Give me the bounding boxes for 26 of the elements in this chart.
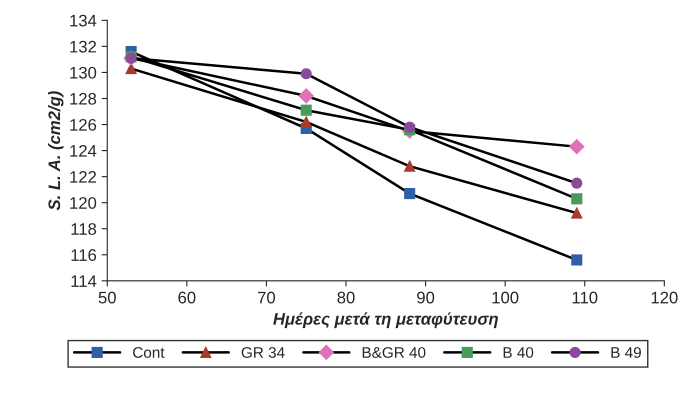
y-tick-label: 134 — [70, 14, 96, 27]
y-tick-label: 128 — [70, 92, 96, 105]
x-tick-label: 80 — [337, 292, 355, 304]
x-tick-label: 70 — [258, 292, 276, 304]
legend-label: Cont — [133, 347, 164, 358]
x-tick-label: 50 — [98, 292, 116, 304]
x-tick-label: 100 — [492, 292, 518, 304]
legend-label: GR 34 — [242, 347, 285, 358]
x-tick-label: 90 — [417, 292, 434, 304]
y-tick-label: 120 — [70, 197, 96, 209]
y-axis-title: S. L. A. (cm2/g) — [48, 91, 64, 210]
legend-label: B 49 — [611, 347, 641, 358]
y-tick-label: 124 — [70, 144, 96, 157]
y-tick-label: 130 — [70, 66, 96, 79]
legend-label: B&GR 40 — [362, 347, 426, 358]
y-tick-label: 114 — [72, 275, 96, 287]
y-tick-label: 126 — [70, 118, 96, 131]
y-tick-label: 118 — [72, 223, 96, 235]
legend-label: B 40 — [504, 347, 534, 358]
y-tick-label: 122 — [70, 171, 96, 183]
x-tick-label: 60 — [178, 292, 196, 304]
y-tick-label: 116 — [72, 249, 96, 261]
y-tick-label: 132 — [70, 40, 96, 53]
x-axis-title: Ημέρες μετά τη μεταφύτευση — [273, 312, 498, 328]
x-tick-label: 110 — [572, 292, 598, 304]
x-tick-label: 120 — [652, 292, 678, 304]
